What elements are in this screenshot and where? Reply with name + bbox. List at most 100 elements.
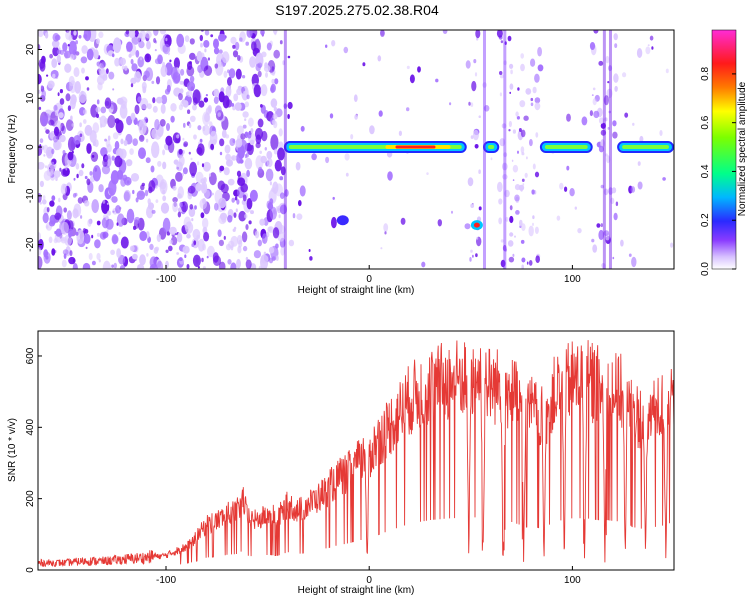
spectrogram-cell bbox=[247, 131, 252, 139]
spectrogram-cell bbox=[153, 38, 157, 43]
spectrogram-cell bbox=[90, 151, 99, 162]
spectrogram-cell bbox=[189, 38, 195, 45]
spectrogram-cell bbox=[159, 119, 166, 127]
spectrogram-cell bbox=[114, 155, 123, 168]
spectrogram-cell bbox=[242, 245, 248, 252]
spectrogram-cell bbox=[201, 163, 205, 168]
spectrogram-cell bbox=[227, 77, 232, 86]
spectrogram-cell bbox=[279, 40, 283, 45]
snr-series-line bbox=[38, 340, 674, 568]
spectrogram-cell bbox=[608, 65, 613, 72]
spectrogram-cell bbox=[604, 117, 608, 122]
spectrogram-cell bbox=[449, 102, 452, 106]
spectrogram-cell bbox=[85, 76, 89, 81]
spectrogram-streak bbox=[503, 30, 507, 269]
spectrogram-cell bbox=[263, 64, 271, 73]
spectrogram-cell bbox=[167, 52, 170, 56]
spectrogram-cell bbox=[132, 138, 138, 147]
spectrogram-cell bbox=[266, 158, 273, 168]
spectrogram-cell bbox=[98, 116, 101, 120]
spectrogram-cell bbox=[608, 110, 611, 114]
spectrogram-cell bbox=[137, 96, 142, 103]
spectrogram-cell bbox=[534, 226, 539, 234]
spectrogram-cell bbox=[259, 218, 266, 226]
spectrogram-cell bbox=[100, 147, 108, 157]
spectrogram-cell bbox=[134, 216, 141, 224]
snr-x-tick-label: -100 bbox=[156, 575, 176, 586]
spectrogram-cell bbox=[195, 182, 202, 192]
spectrogram-cell bbox=[111, 264, 114, 268]
spectrogram-cell bbox=[213, 38, 219, 49]
spectrogram-cell bbox=[308, 249, 311, 252]
spectrogram-y-tick-label: 20 bbox=[25, 44, 36, 56]
spectrogram-cell bbox=[260, 254, 269, 264]
spectrogram-cell bbox=[90, 104, 99, 118]
spectrogram-cell bbox=[268, 246, 275, 254]
secondary-spot-core bbox=[473, 222, 480, 228]
spectrogram-cell bbox=[502, 174, 508, 180]
spectrogram-cell bbox=[102, 260, 111, 269]
spectrogram-cell bbox=[205, 94, 208, 97]
spectrogram-cell bbox=[80, 215, 83, 219]
spectrogram-cell bbox=[118, 232, 121, 235]
spectrogram-cell bbox=[272, 113, 278, 120]
spectrogram-cell bbox=[51, 161, 55, 165]
spectrogram-cell bbox=[525, 88, 532, 95]
spectrogram-cell bbox=[51, 148, 55, 155]
spectrogram-cell bbox=[84, 124, 93, 136]
spectrogram-cell bbox=[62, 249, 69, 256]
spectrogram-cell bbox=[52, 46, 59, 57]
spectrogram-cell bbox=[499, 138, 506, 147]
spectrogram-cell bbox=[630, 186, 636, 193]
spectrogram-cell bbox=[123, 140, 128, 146]
spectrogram-cell bbox=[178, 257, 183, 262]
spectrogram-cell bbox=[70, 53, 75, 60]
spectrogram-cell bbox=[42, 212, 49, 224]
spectrogram-cell bbox=[42, 119, 47, 125]
spectrogram-cell bbox=[197, 64, 203, 73]
spectrogram-cell bbox=[613, 73, 619, 83]
spectrogram-cell bbox=[53, 126, 60, 137]
spectrogram-cell bbox=[172, 72, 181, 84]
spectrogram-cell bbox=[154, 132, 161, 140]
spectrogram-cell bbox=[270, 134, 279, 151]
spectrogram-cell bbox=[606, 155, 611, 164]
spectrogram-cell bbox=[272, 227, 280, 239]
spectrogram-cell bbox=[120, 57, 126, 66]
spectrogram-cell bbox=[49, 53, 53, 59]
spectrogram-cell bbox=[250, 128, 254, 134]
spectrogram-cell bbox=[45, 129, 50, 135]
spectrogram-cell bbox=[86, 178, 91, 186]
spectrogram-cell bbox=[505, 216, 509, 222]
spectrogram-cell bbox=[75, 231, 79, 236]
spectrogram-cell bbox=[245, 224, 249, 230]
spectrogram-cell bbox=[624, 112, 629, 118]
spectrogram-cell bbox=[212, 252, 219, 263]
spectrogram-cell bbox=[54, 109, 59, 117]
spectrogram-cell bbox=[55, 228, 62, 237]
spectrogram-cell bbox=[354, 114, 358, 120]
spectrogram-cell bbox=[187, 192, 193, 200]
spectrogram-cell bbox=[254, 230, 260, 239]
spectrogram-cell bbox=[467, 177, 474, 187]
spectrogram-cell bbox=[151, 141, 160, 158]
spectrogram-cell bbox=[193, 240, 197, 246]
spectrogram-cell bbox=[191, 218, 194, 222]
spectrogram-cell bbox=[179, 80, 184, 85]
spectrogram-cell bbox=[272, 181, 279, 194]
spectrogram-cell bbox=[421, 261, 426, 268]
spectrogram-cell bbox=[46, 168, 54, 177]
spectrogram-cell bbox=[116, 97, 124, 105]
spectrogram-cell bbox=[42, 199, 47, 205]
spectrogram-streak bbox=[482, 30, 486, 269]
spectrogram-cell bbox=[189, 115, 196, 123]
spectrogram-cell bbox=[238, 210, 247, 222]
spectrogram-cell bbox=[197, 125, 202, 131]
spectrogram-cell bbox=[248, 117, 254, 127]
spectrogram-cell bbox=[116, 213, 125, 227]
spectrogram-cell bbox=[48, 236, 53, 244]
spectrogram-cell bbox=[600, 184, 604, 189]
spectrogram-cell bbox=[221, 129, 227, 138]
spectrogram-cell bbox=[106, 202, 109, 205]
